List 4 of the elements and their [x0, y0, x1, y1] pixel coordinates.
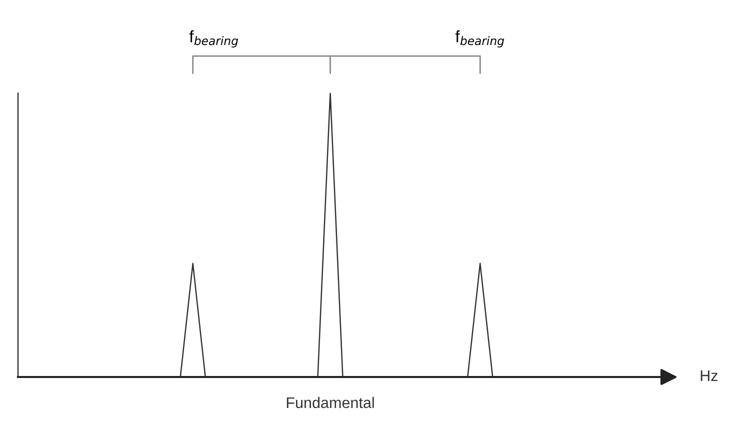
x-axis-title: Hz	[700, 370, 718, 381]
text: f$_{bearing}$	[455, 30, 504, 48]
text: Fundamental	[286, 396, 374, 408]
text: f$_{bearing}$	[189, 30, 238, 48]
